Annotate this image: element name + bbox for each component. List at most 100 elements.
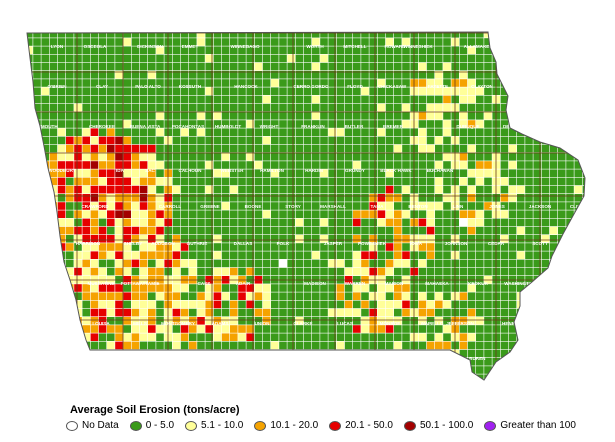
erosion-cell	[385, 46, 394, 54]
erosion-cell	[271, 383, 279, 391]
erosion-cell	[344, 218, 353, 227]
erosion-cell	[205, 235, 213, 243]
erosion-cell	[418, 259, 427, 268]
erosion-cell	[27, 79, 33, 87]
erosion-cell	[303, 267, 312, 276]
erosion-cell	[213, 177, 222, 186]
erosion-cell	[353, 185, 361, 194]
erosion-cell	[246, 243, 254, 251]
erosion-cell	[213, 95, 222, 104]
erosion-cell	[418, 226, 427, 235]
erosion-cell	[131, 235, 140, 243]
erosion-cell	[189, 46, 197, 54]
erosion-cell	[246, 210, 254, 218]
erosion-cell	[500, 259, 509, 268]
erosion-cell	[418, 235, 427, 243]
erosion-cell	[303, 79, 312, 87]
erosion-cell	[418, 153, 427, 161]
erosion-cell	[123, 349, 131, 358]
erosion-cell	[443, 136, 451, 145]
erosion-cell	[418, 161, 427, 169]
erosion-cell	[385, 317, 394, 325]
erosion-cell	[353, 161, 361, 169]
erosion-cell	[262, 169, 271, 177]
erosion-cell	[549, 210, 558, 218]
erosion-cell	[41, 251, 49, 259]
erosion-cell	[435, 144, 443, 153]
erosion-cell	[295, 185, 304, 194]
erosion-cell	[574, 161, 582, 169]
erosion-cell	[115, 358, 123, 366]
erosion-cell	[262, 292, 271, 300]
erosion-cell	[254, 292, 263, 300]
erosion-cell	[549, 325, 558, 333]
erosion-cell	[361, 169, 369, 177]
erosion-cell	[172, 144, 181, 153]
erosion-cell	[328, 169, 336, 177]
erosion-cell	[295, 317, 304, 325]
erosion-cell	[385, 292, 394, 300]
erosion-cell	[476, 112, 484, 120]
erosion-cell	[279, 251, 287, 259]
erosion-cell	[156, 333, 164, 341]
erosion-cell	[33, 349, 41, 358]
erosion-cell	[418, 333, 427, 341]
erosion-cell	[500, 38, 509, 46]
erosion-cell	[66, 235, 74, 243]
erosion-cell	[41, 383, 49, 391]
erosion-cell	[287, 259, 295, 268]
erosion-cell	[385, 235, 394, 243]
erosion-cell	[533, 177, 541, 186]
erosion-cell	[418, 103, 427, 112]
erosion-cell	[246, 251, 254, 259]
erosion-cell	[385, 136, 394, 145]
erosion-cell	[27, 161, 33, 169]
erosion-cell	[279, 112, 287, 120]
erosion-cell	[353, 79, 361, 87]
erosion-cell	[221, 194, 230, 202]
erosion-cell	[205, 120, 213, 128]
erosion-cell	[205, 267, 213, 276]
erosion-cell	[205, 46, 213, 54]
erosion-cell	[500, 32, 509, 38]
erosion-cell	[566, 79, 574, 87]
erosion-cell	[369, 374, 377, 380]
erosion-cell	[213, 54, 222, 63]
erosion-cell	[98, 210, 107, 218]
erosion-cell	[549, 32, 558, 38]
erosion-cell	[82, 308, 90, 317]
erosion-cell	[402, 341, 410, 350]
erosion-cell	[164, 383, 172, 391]
erosion-cell	[353, 46, 361, 54]
erosion-cell	[41, 358, 49, 366]
erosion-cell	[205, 202, 213, 210]
erosion-cell	[574, 128, 582, 136]
erosion-cell	[467, 374, 476, 380]
erosion-cell	[197, 128, 205, 136]
erosion-cell	[566, 284, 574, 292]
erosion-cell	[49, 366, 58, 374]
erosion-cell	[566, 54, 574, 63]
erosion-cell	[148, 226, 156, 235]
erosion-cell	[213, 325, 222, 333]
erosion-cell	[435, 341, 443, 350]
erosion-cell	[476, 226, 484, 235]
erosion-cell	[566, 218, 574, 227]
erosion-cell	[287, 144, 295, 153]
erosion-cell	[574, 308, 582, 317]
erosion-cell	[574, 54, 582, 63]
erosion-cell	[254, 79, 263, 87]
erosion-cell	[115, 128, 123, 136]
erosion-cell	[344, 46, 353, 54]
erosion-cell	[369, 267, 377, 276]
erosion-cell	[197, 54, 205, 63]
erosion-cell	[66, 95, 74, 104]
erosion-cell	[435, 333, 443, 341]
erosion-cell	[295, 177, 304, 186]
erosion-cell	[107, 308, 115, 317]
erosion-cell	[82, 202, 90, 210]
erosion-cell	[246, 202, 254, 210]
erosion-cell	[566, 341, 574, 350]
erosion-cell	[221, 251, 230, 259]
erosion-cell	[418, 308, 427, 317]
